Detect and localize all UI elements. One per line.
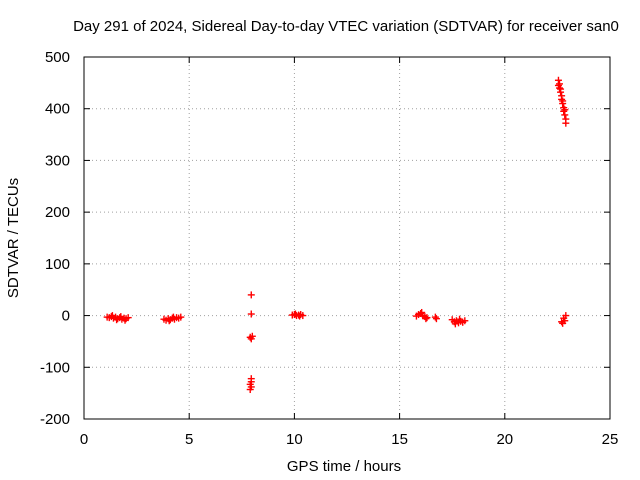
data-point [432,315,440,323]
data-points [103,76,570,394]
data-point [558,318,566,326]
data-point [165,317,173,325]
data-point [177,313,185,321]
data-point [117,313,125,321]
data-point [562,119,570,127]
axis-ticks [83,56,611,420]
y-tick-labels: -200 -100 0 100 200 300 400 500 [40,49,70,428]
x-tick-label: 10 [286,431,303,448]
y-axis-label: SDTVAR / TECUs [5,178,22,298]
y-tick-label: -200 [40,411,70,428]
x-tick-label: 25 [602,431,619,448]
chart-title: Day 291 of 2024, Sidereal Day-to-day VTE… [73,18,619,35]
data-point [296,312,304,320]
data-point [121,316,129,324]
x-axis-label: GPS time / hours [287,458,401,475]
data-point [561,106,569,114]
y-tick-label: 500 [45,49,70,66]
data-point [169,313,177,321]
plot-frame [83,56,611,420]
y-tick-label: 0 [62,308,70,325]
x-tick-labels: 0 5 10 15 20 25 [80,431,619,448]
data-point [554,81,562,89]
data-point [456,315,464,323]
y-tick-label: 200 [45,204,70,221]
data-point [113,316,121,324]
data-point [248,332,256,340]
data-point [451,320,459,328]
x-tick-label: 20 [496,431,513,448]
data-point [108,312,116,320]
data-point [461,317,469,325]
data-point [291,310,299,318]
data-point [423,314,431,322]
data-point [560,107,568,115]
data-point [422,315,430,323]
data-point [558,95,566,103]
data-point [431,313,439,321]
data-point [559,319,567,327]
data-point [418,308,426,316]
data-point [247,310,255,318]
x-tick-label: 5 [185,431,193,448]
y-tick-label: 300 [45,152,70,169]
data-point [557,85,565,93]
y-tick-label: 400 [45,101,70,118]
y-tick-label: 100 [45,256,70,273]
data-point [559,97,567,105]
y-tick-label: -100 [40,359,70,376]
data-point [247,291,255,299]
data-point [562,312,570,320]
grid-layer [84,57,610,419]
x-tick-label: 0 [80,431,88,448]
x-tick-label: 15 [391,431,408,448]
data-point [246,386,254,394]
